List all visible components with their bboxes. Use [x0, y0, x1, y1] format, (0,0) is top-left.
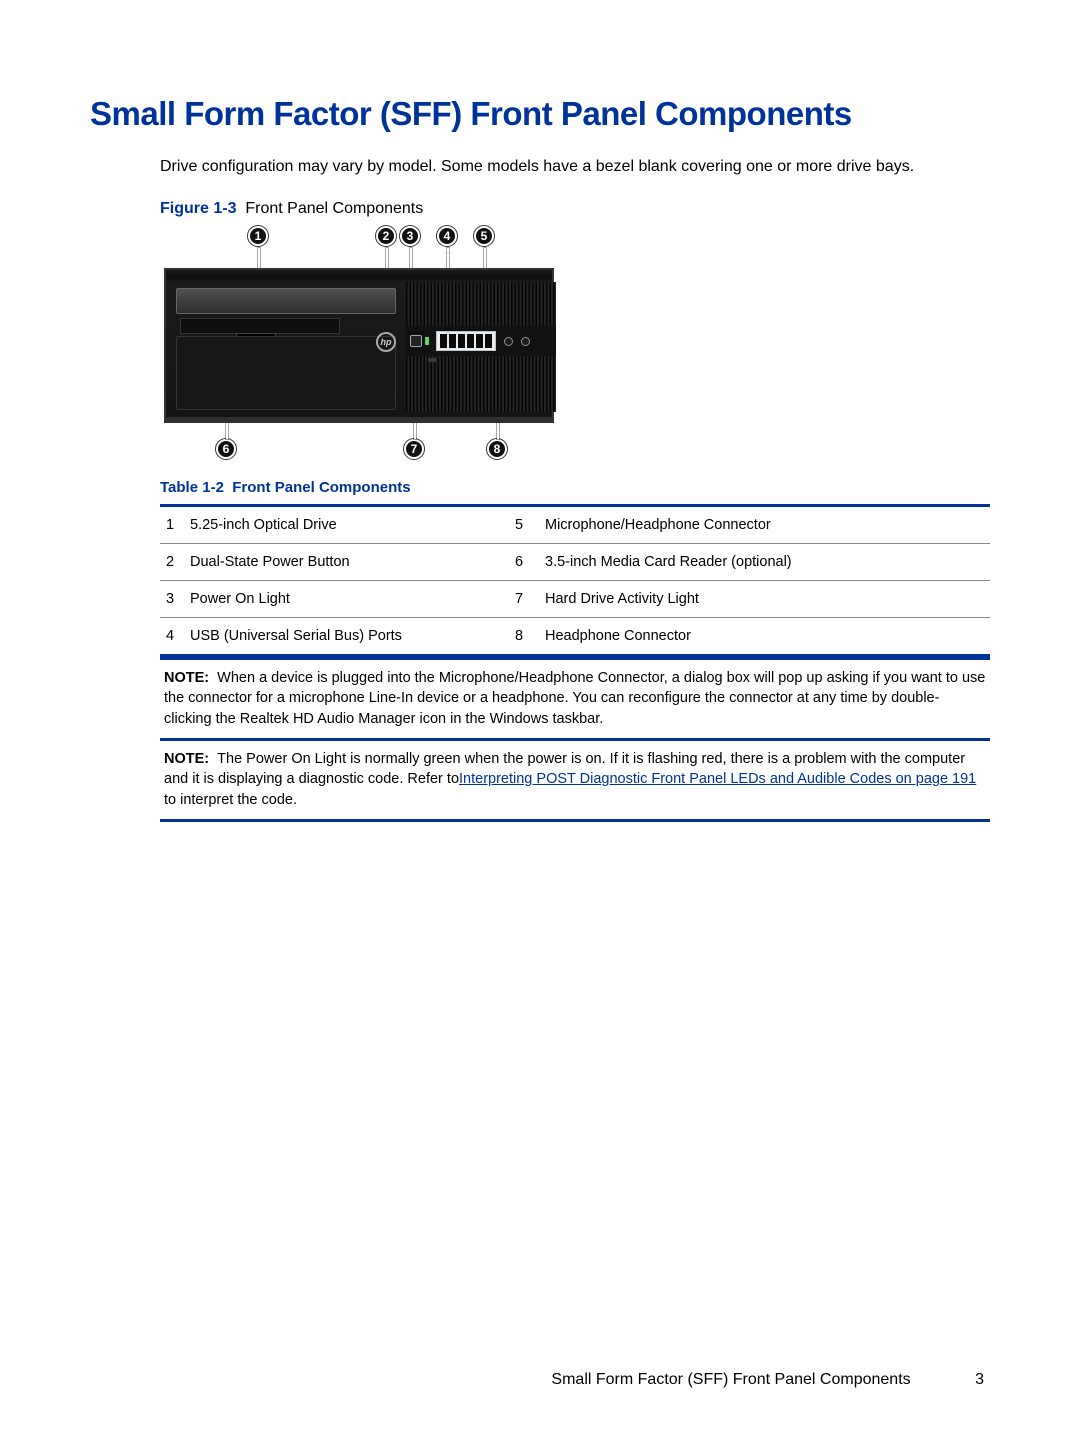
note-text: to interpret the code.: [164, 792, 297, 808]
note-box: NOTE: The Power On Light is normally gre…: [160, 738, 990, 822]
table-row: 15.25-inch Optical Drive5Microphone/Head…: [160, 506, 990, 544]
component-number: 6: [515, 544, 545, 581]
power-led-icon: [425, 337, 429, 345]
chassis-illustration: hp: [164, 268, 554, 423]
component-desc: Headphone Connector: [545, 618, 990, 656]
hdd-led-icon: [428, 358, 436, 362]
component-number: 7: [515, 581, 545, 618]
table-caption-label: Table 1-2: [160, 479, 224, 496]
usb-port-icon: [476, 334, 483, 348]
product-figure: 1 2 3 4 5 6 7 8: [164, 226, 554, 461]
table-caption-text: Front Panel Components: [232, 479, 410, 496]
component-desc: 3.5-inch Media Card Reader (optional): [545, 544, 990, 581]
footer-page-number: 3: [975, 1371, 984, 1388]
bezel-blank-icon: [176, 336, 396, 410]
usb-port-icon: [440, 334, 447, 348]
figure-caption: Figure 1-3 Front Panel Components: [160, 200, 990, 218]
component-number: 2: [160, 544, 190, 581]
component-number: 5: [515, 506, 545, 544]
card-reader-bay: [180, 318, 340, 334]
component-number: 4: [160, 618, 190, 656]
usb-port-icon: [449, 334, 456, 348]
cross-reference-link[interactable]: Interpreting POST Diagnostic Front Panel…: [459, 771, 976, 787]
usb-port-icon: [485, 334, 492, 348]
component-desc: USB (Universal Serial Bus) Ports: [190, 618, 515, 656]
intro-text: Drive configuration may vary by model. S…: [160, 155, 990, 178]
callout-marker-4: 4: [437, 226, 457, 246]
table-row: 4USB (Universal Serial Bus) Ports8Headph…: [160, 618, 990, 656]
callout-marker-8: 8: [487, 439, 507, 459]
note-text: When a device is plugged into the Microp…: [164, 670, 985, 727]
table-row: 2Dual-State Power Button63.5-inch Media …: [160, 544, 990, 581]
front-io-row: [406, 326, 556, 356]
component-number: 8: [515, 618, 545, 656]
callout-marker-1: 1: [248, 226, 268, 246]
headphone-jack-icon: [521, 337, 530, 346]
callout-marker-3: 3: [400, 226, 420, 246]
usb-port-icon: [467, 334, 474, 348]
note-label: NOTE:: [164, 670, 209, 686]
table-row: 3Power On Light7Hard Drive Activity Ligh…: [160, 581, 990, 618]
component-desc: 5.25-inch Optical Drive: [190, 506, 515, 544]
page-footer: Small Form Factor (SFF) Front Panel Comp…: [551, 1371, 984, 1389]
note-box: NOTE: When a device is plugged into the …: [160, 657, 990, 741]
callout-marker-2: 2: [376, 226, 396, 246]
optical-drive-icon: [176, 288, 396, 314]
usb-port-icon: [458, 334, 465, 348]
figure-caption-text: Front Panel Components: [245, 200, 423, 217]
component-desc: Microphone/Headphone Connector: [545, 506, 990, 544]
component-desc: Power On Light: [190, 581, 515, 618]
page-heading: Small Form Factor (SFF) Front Panel Comp…: [90, 95, 990, 133]
callout-marker-7: 7: [404, 439, 424, 459]
component-desc: Dual-State Power Button: [190, 544, 515, 581]
table-caption: Table 1-2 Front Panel Components: [160, 479, 990, 496]
callout-marker-5: 5: [474, 226, 494, 246]
note-label: NOTE:: [164, 751, 209, 767]
component-number: 1: [160, 506, 190, 544]
component-desc: Hard Drive Activity Light: [545, 581, 990, 618]
power-button-icon: [410, 335, 422, 347]
footer-title: Small Form Factor (SFF) Front Panel Comp…: [551, 1371, 910, 1388]
figure-label: Figure 1-3: [160, 200, 236, 217]
usb-bank-icon: [436, 331, 496, 351]
mic-jack-icon: [504, 337, 513, 346]
callout-marker-6: 6: [216, 439, 236, 459]
components-table: 15.25-inch Optical Drive5Microphone/Head…: [160, 504, 990, 657]
component-number: 3: [160, 581, 190, 618]
